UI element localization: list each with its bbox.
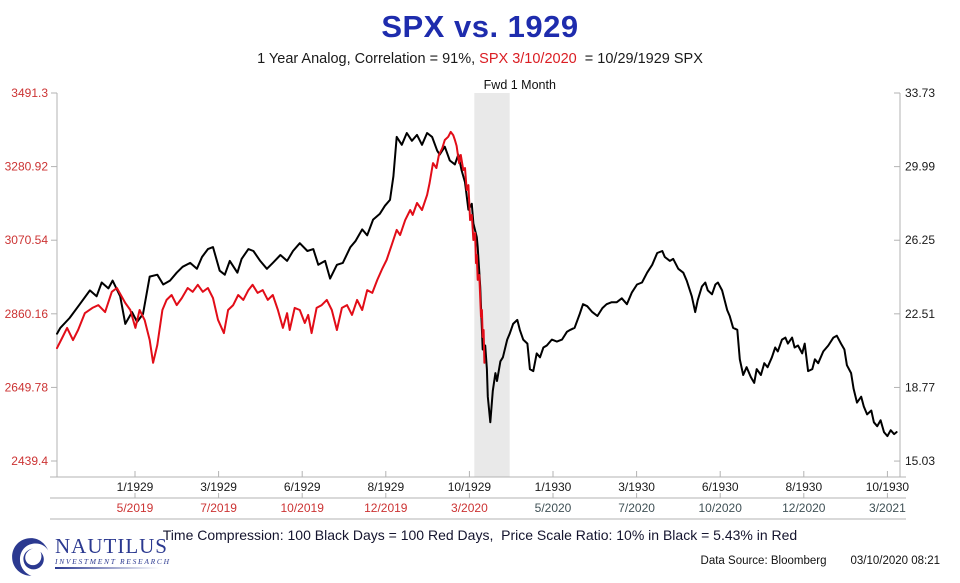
nautilus-logo: NAUTILUS INVESTMENT RESEARCH bbox=[10, 536, 171, 583]
x-axis-label-black: 10/1929 bbox=[448, 480, 492, 494]
right-axis-tick-label: 26.25 bbox=[905, 233, 935, 247]
left-axis-tick-label: 3070.54 bbox=[5, 233, 49, 247]
x-axis-label-black: 6/1929 bbox=[284, 480, 321, 494]
subtitle-prefix: 1 Year Analog, Correlation = 91%, bbox=[257, 51, 480, 67]
x-axis-label-red: 10/2019 bbox=[281, 501, 325, 515]
left-axis-tick-label: 2649.78 bbox=[5, 380, 49, 394]
left-axis-tick-label: 2439.4 bbox=[11, 454, 48, 468]
right-axis-tick-label: 29.99 bbox=[905, 160, 935, 174]
nautilus-swirl-icon bbox=[10, 536, 52, 583]
x-axis-label-black: 3/1930 bbox=[618, 480, 655, 494]
series-spx-2019-2020-red bbox=[56, 130, 486, 364]
timestamp-label: 03/10/2020 08:21 bbox=[850, 555, 940, 567]
source-line: Data Source: Bloomberg 03/10/2020 08:21 bbox=[701, 555, 940, 567]
logo-rule bbox=[55, 567, 171, 569]
x-axis-label-red: 7/2020 bbox=[618, 501, 655, 515]
data-source-label: Data Source: Bloomberg bbox=[700, 555, 827, 567]
right-axis-tick-label: 18.77 bbox=[905, 380, 935, 394]
x-axis-label-red: 5/2019 bbox=[117, 501, 154, 515]
logo-name: NAUTILUS bbox=[55, 534, 168, 558]
left-axis-tick-label: 3491.3 bbox=[11, 86, 48, 100]
right-axis-tick-label: 22.51 bbox=[905, 307, 935, 321]
x-axis-label-red: 3/2020 bbox=[451, 501, 488, 515]
right-axis-tick-label: 15.03 bbox=[905, 454, 935, 468]
x-axis-label-red: 12/2020 bbox=[782, 501, 826, 515]
x-axis-label-red: 3/2021 bbox=[869, 501, 906, 515]
logo-tagline: INVESTMENT RESEARCH bbox=[55, 557, 171, 566]
left-axis-tick-label: 3280.92 bbox=[5, 160, 49, 174]
x-axis-label-black: 1/1929 bbox=[117, 480, 154, 494]
page-title: SPX vs. 1929 bbox=[381, 9, 579, 44]
chart-subtitle: 1 Year Analog, Correlation = 91%, SPX 3/… bbox=[0, 51, 960, 67]
series-spx-1929-1930-black bbox=[56, 132, 898, 438]
subtitle-highlight: SPX 3/10/2020 bbox=[479, 51, 577, 67]
footer-note: Time Compression: 100 Black Days = 100 R… bbox=[162, 527, 798, 543]
x-axis-label-black: 10/1930 bbox=[866, 480, 910, 494]
x-axis-label-black: 6/1930 bbox=[702, 480, 739, 494]
x-axis-label-red: 5/2020 bbox=[535, 501, 572, 515]
x-axis-label-black: 8/1929 bbox=[367, 480, 404, 494]
x-axis-label-black: 3/1929 bbox=[200, 480, 237, 494]
x-axis-label-red: 7/2019 bbox=[200, 501, 237, 515]
subtitle-suffix: = 10/29/1929 SPX bbox=[576, 51, 703, 67]
x-axis-label-red: 10/2020 bbox=[699, 501, 743, 515]
left-axis-tick-label: 2860.16 bbox=[5, 307, 49, 321]
x-axis-label-red: 12/2019 bbox=[364, 501, 408, 515]
right-axis-tick-label: 33.73 bbox=[905, 86, 935, 100]
x-axis-label-black: 1/1930 bbox=[535, 480, 572, 494]
x-axis-label-black: 8/1930 bbox=[785, 480, 822, 494]
fwd-band-label: Fwd 1 Month bbox=[484, 78, 556, 92]
